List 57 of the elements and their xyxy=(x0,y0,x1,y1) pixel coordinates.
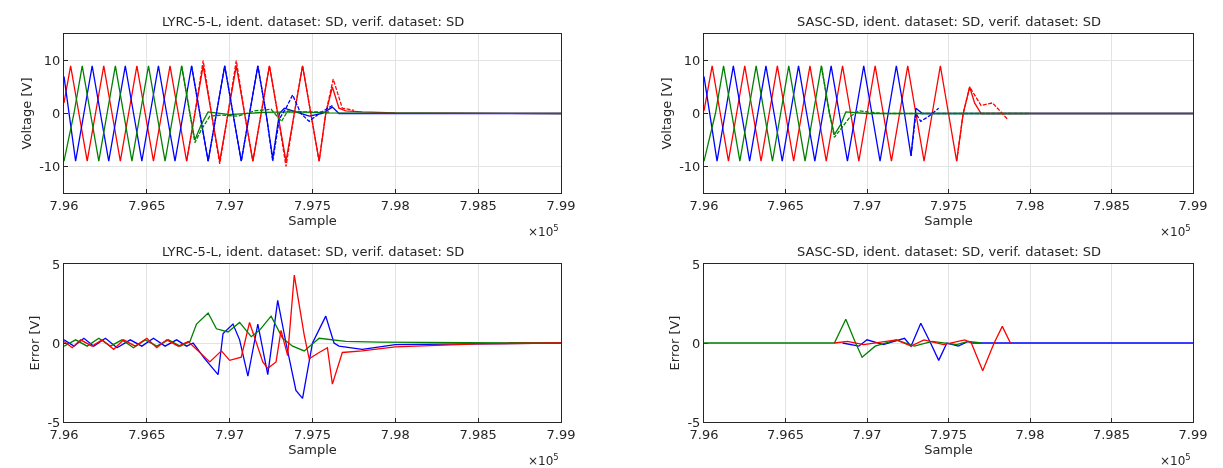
x-tick-label: 7.98 xyxy=(1015,197,1045,213)
text: ×10$^{5}$ xyxy=(528,452,559,468)
x-tick-label: 7.975 xyxy=(929,197,968,213)
y-tick-label: -10 xyxy=(39,159,61,175)
chart-title: LYRC-5-L, ident. dataset: SD, verif. dataset: SD xyxy=(162,14,465,29)
x-tick-label: 7.97 xyxy=(215,426,245,442)
x-tick-label: 7.97 xyxy=(852,426,882,442)
y-tick-label: 0 xyxy=(52,335,61,351)
x-tick-label: 7.965 xyxy=(766,197,805,213)
line-series xyxy=(704,318,982,358)
y-tick-label: 10 xyxy=(43,53,61,69)
y-axis-title: Error [V] xyxy=(667,315,683,371)
x-tick-label: 7.985 xyxy=(1092,426,1131,442)
x-tick-label: 7.975 xyxy=(929,426,968,442)
x-tick-label: 7.99 xyxy=(1178,426,1208,442)
y-axis-title: Voltage [V] xyxy=(19,77,35,150)
x-tick-label: 7.985 xyxy=(459,426,497,442)
x-tick-label: 7.96 xyxy=(49,197,79,213)
x-tick-label: 7.97 xyxy=(852,197,882,213)
text: ×10$^{5}$ xyxy=(1160,223,1191,240)
x-tick-label: 7.98 xyxy=(1015,426,1045,442)
line-series xyxy=(910,107,940,157)
y-axis-title: Voltage [V] xyxy=(659,77,675,150)
x-tick-label: 7.965 xyxy=(128,426,166,442)
y-tick-label: 10 xyxy=(683,53,701,69)
x-axis-title: Sample xyxy=(288,441,337,457)
y-tick-label: 0 xyxy=(692,335,701,351)
x-tick-label: 7.98 xyxy=(380,197,410,213)
chart-title: SASC-SD, ident. dataset: SD, verif. dataset: SD xyxy=(797,14,1102,29)
line-series xyxy=(833,325,1012,372)
y-axis-title: Error [V] xyxy=(27,315,43,371)
x-axis-title: Sample xyxy=(288,212,337,228)
x-axis-title: Sample xyxy=(924,441,973,457)
chart-title: LYRC-5-L, ident. dataset: SD, verif. dataset: SD xyxy=(162,244,465,259)
line-series xyxy=(841,322,1193,362)
x-tick-label: 7.98 xyxy=(380,426,410,442)
line-series xyxy=(64,274,561,385)
x-tick-label: 7.985 xyxy=(459,197,497,213)
x-axis-title: Sample xyxy=(924,212,973,228)
x-tick-label: 7.975 xyxy=(293,197,332,213)
text: ×10$^{5}$ xyxy=(1160,452,1191,468)
y-tick-label: 5 xyxy=(52,256,61,272)
text: ×10$^{5}$ xyxy=(528,223,559,240)
y-tick-label: -10 xyxy=(679,159,701,175)
chart-title: SASC-SD, ident. dataset: SD, verif. dataset: SD xyxy=(797,244,1102,259)
y-tick-label: 0 xyxy=(692,106,701,122)
x-tick-label: 7.99 xyxy=(546,426,576,442)
x-tick-label: 7.99 xyxy=(1178,197,1208,213)
y-tick-label: 5 xyxy=(692,256,701,272)
y-tick-label: 0 xyxy=(52,106,61,122)
x-tick-label: 7.975 xyxy=(293,426,332,442)
x-tick-label: 7.965 xyxy=(128,197,166,213)
x-tick-label: 7.985 xyxy=(1092,197,1131,213)
x-tick-label: 7.97 xyxy=(215,197,245,213)
x-tick-label: 7.965 xyxy=(766,426,805,442)
x-tick-label: 7.99 xyxy=(546,197,576,213)
x-tick-label: 7.96 xyxy=(689,197,719,213)
